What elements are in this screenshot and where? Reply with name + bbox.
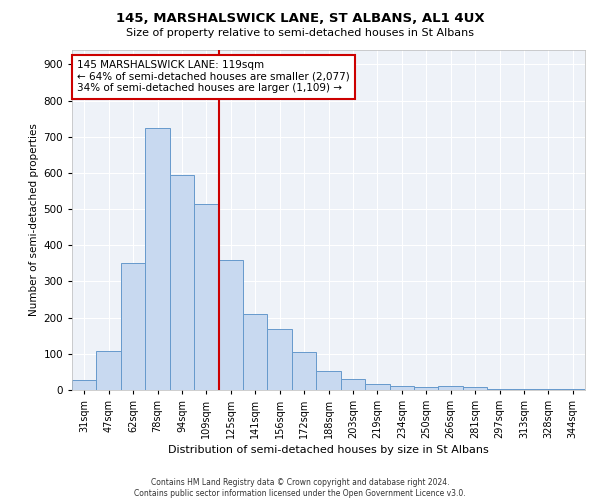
Bar bbox=[145, 128, 170, 390]
Bar bbox=[414, 387, 439, 390]
Bar bbox=[292, 352, 316, 390]
Bar bbox=[97, 352, 121, 390]
Bar bbox=[72, 380, 97, 390]
Bar bbox=[487, 388, 512, 390]
Text: 145, MARSHALSWICK LANE, ST ALBANS, AL1 4UX: 145, MARSHALSWICK LANE, ST ALBANS, AL1 4… bbox=[116, 12, 484, 26]
Bar bbox=[439, 386, 463, 390]
Bar bbox=[536, 388, 560, 390]
Text: Contains HM Land Registry data © Crown copyright and database right 2024.
Contai: Contains HM Land Registry data © Crown c… bbox=[134, 478, 466, 498]
Bar bbox=[194, 204, 218, 390]
Text: Size of property relative to semi-detached houses in St Albans: Size of property relative to semi-detach… bbox=[126, 28, 474, 38]
Bar bbox=[268, 329, 292, 390]
Bar bbox=[365, 384, 389, 390]
Bar bbox=[560, 388, 585, 390]
Text: 145 MARSHALSWICK LANE: 119sqm
← 64% of semi-detached houses are smaller (2,077)
: 145 MARSHALSWICK LANE: 119sqm ← 64% of s… bbox=[77, 60, 350, 94]
Y-axis label: Number of semi-detached properties: Number of semi-detached properties bbox=[29, 124, 39, 316]
Bar bbox=[170, 175, 194, 390]
Bar bbox=[512, 388, 536, 390]
Bar bbox=[121, 264, 145, 390]
Bar bbox=[341, 379, 365, 390]
X-axis label: Distribution of semi-detached houses by size in St Albans: Distribution of semi-detached houses by … bbox=[168, 446, 489, 456]
Bar bbox=[389, 386, 414, 390]
Bar bbox=[463, 387, 487, 390]
Bar bbox=[316, 371, 341, 390]
Bar bbox=[218, 260, 243, 390]
Bar bbox=[243, 314, 268, 390]
